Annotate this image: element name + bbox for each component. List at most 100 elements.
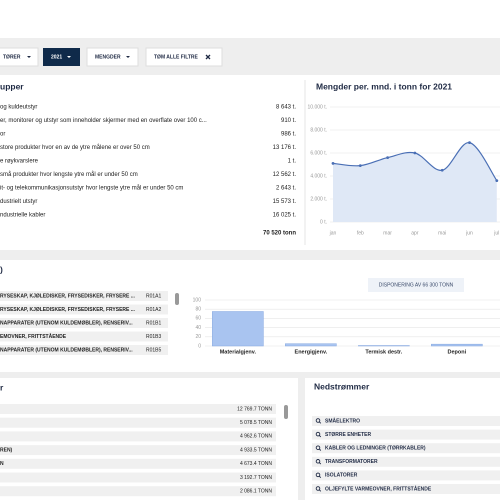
row-value: 3 192.7 TONN xyxy=(240,475,272,481)
row-value: 2 086.1 TONN xyxy=(240,489,272,495)
filter-button[interactable] xyxy=(145,47,223,67)
row-label: dustrielt utstyr xyxy=(0,199,37,205)
row-value: 1 t. xyxy=(288,159,297,165)
list-label: ISOLATORER xyxy=(325,473,358,479)
table-row[interactable] xyxy=(0,417,276,428)
filter-label: TØM ALLE FILTRE xyxy=(154,54,199,60)
search-icon xyxy=(315,459,321,464)
table-row[interactable] xyxy=(0,404,276,414)
y-tick-label: 6.000 t. xyxy=(310,150,327,156)
table-row[interactable] xyxy=(0,318,168,328)
table-row[interactable] xyxy=(0,458,276,469)
search-icon xyxy=(315,445,321,450)
search-icon xyxy=(318,421,322,424)
row-label: RYSESKAP, KJØLEDISKER, FRYSEDISKER, FRYS… xyxy=(0,307,136,313)
y-tick-label: 8.000 t. xyxy=(310,127,327,133)
x-tick-label: mar xyxy=(383,230,392,236)
row-code: R01A1 xyxy=(146,293,162,299)
y-tick-label: 100 xyxy=(193,297,202,303)
row-value: 15 573 t. xyxy=(273,199,297,205)
row-label: små produkter hvor lengste ytre mål er u… xyxy=(0,171,138,178)
filter-label: MENGDER xyxy=(95,54,121,60)
list-label: KABLER OG LEDNINGER (TØRRKABLER) xyxy=(325,446,426,452)
table-row[interactable] xyxy=(0,291,168,301)
filter-button[interactable] xyxy=(43,48,80,66)
search-icon xyxy=(315,472,321,478)
scrollbar[interactable] xyxy=(284,405,288,419)
x-tick-label: mai xyxy=(438,230,446,236)
chart-title: Mengder per. mnd. i tonn for 2021 xyxy=(316,81,452,91)
table-row[interactable] xyxy=(0,331,168,342)
total: 70 520 tonn xyxy=(263,231,296,237)
list-label: STØRRE ENHETER xyxy=(325,432,372,438)
y-tick-label: 0 t. xyxy=(320,219,327,225)
point xyxy=(468,141,471,145)
y-tick-label: 40 xyxy=(195,325,201,331)
row-value: 12 769.7 TONN xyxy=(237,406,272,412)
search-icon xyxy=(318,489,322,492)
row-label: er, monitorer og utstyr som inneholder s… xyxy=(0,118,207,124)
row-value: 2 643 t. xyxy=(276,186,296,192)
filter-button[interactable] xyxy=(86,47,139,67)
chart-title-box xyxy=(368,278,464,292)
list-label: OLJEFYLTE VARMEOVNER, FRITTSTÅENDE xyxy=(325,485,432,492)
list-item[interactable] xyxy=(312,416,500,426)
table-row[interactable] xyxy=(0,445,276,456)
x-tick-label: Materialgjenv. xyxy=(220,349,257,355)
x-tick-label: jul xyxy=(493,230,499,236)
point xyxy=(331,161,335,165)
table-row[interactable] xyxy=(0,345,168,355)
content: og kuldeutstyr 8 643 t. er, monitorer og u… xyxy=(0,104,500,497)
x-tick-label: Energigjenv. xyxy=(295,349,328,355)
row-label: NAPPARATER (UTENOM KULDEMØBLER), RENSERI… xyxy=(0,320,133,326)
point xyxy=(413,151,417,155)
list-item[interactable] xyxy=(312,443,500,454)
point xyxy=(386,156,389,160)
row-value: 986 t. xyxy=(281,132,296,138)
scrollbar[interactable] xyxy=(175,293,179,305)
bar xyxy=(431,343,483,347)
card-title: Nedstrømmer xyxy=(314,381,370,391)
list-item[interactable] xyxy=(312,456,500,467)
table-row[interactable] xyxy=(0,304,168,315)
row-label: store produkter hvor en av de ytre målen… xyxy=(0,144,150,151)
list-item[interactable] xyxy=(312,470,500,481)
row-label: ndustrielle kabler xyxy=(0,213,45,219)
row-label: or xyxy=(0,132,5,138)
bar xyxy=(212,311,264,347)
close-icon xyxy=(205,54,211,60)
card-title: upper xyxy=(0,81,24,91)
row-code: R01B5 xyxy=(146,347,162,353)
y-tick-label: 4.000 t. xyxy=(310,173,327,179)
table-row[interactable] xyxy=(0,486,276,497)
row-label: N xyxy=(0,461,4,467)
list-label: SMÅELEKTRO xyxy=(325,417,360,424)
x-tick-label: jun xyxy=(465,230,473,236)
card-title: r xyxy=(0,382,4,392)
row-value: 5 078.5 TONN xyxy=(240,420,272,426)
chevron xyxy=(67,56,71,58)
filter-button[interactable] xyxy=(0,47,39,67)
row-code: R01B3 xyxy=(146,334,162,340)
y-tick-label: 60 xyxy=(195,316,201,322)
row-label: og kuldeutstyr xyxy=(0,105,37,111)
table-row[interactable] xyxy=(0,472,276,483)
x-tick-label: Deponi xyxy=(448,349,467,355)
row-value: 4 673.4 TONN xyxy=(240,461,272,467)
search-icon xyxy=(318,475,322,479)
list-item[interactable] xyxy=(312,429,500,440)
row-value: 910 t. xyxy=(281,118,296,124)
y-tick-label: 2.000 t. xyxy=(310,196,327,202)
search-icon xyxy=(315,418,321,423)
row-value: 16 025 t. xyxy=(273,213,297,219)
filter-label: TØRER xyxy=(3,54,21,60)
search-icon xyxy=(315,486,321,491)
filter-label: 2021 xyxy=(51,54,62,60)
search-icon xyxy=(318,462,322,465)
x-tick-label: feb xyxy=(357,230,364,236)
list-item[interactable] xyxy=(312,484,500,494)
point xyxy=(358,164,362,168)
table-row[interactable] xyxy=(0,431,276,442)
row-label: EMOVNER, FRITTSTÅENDE xyxy=(0,333,67,340)
